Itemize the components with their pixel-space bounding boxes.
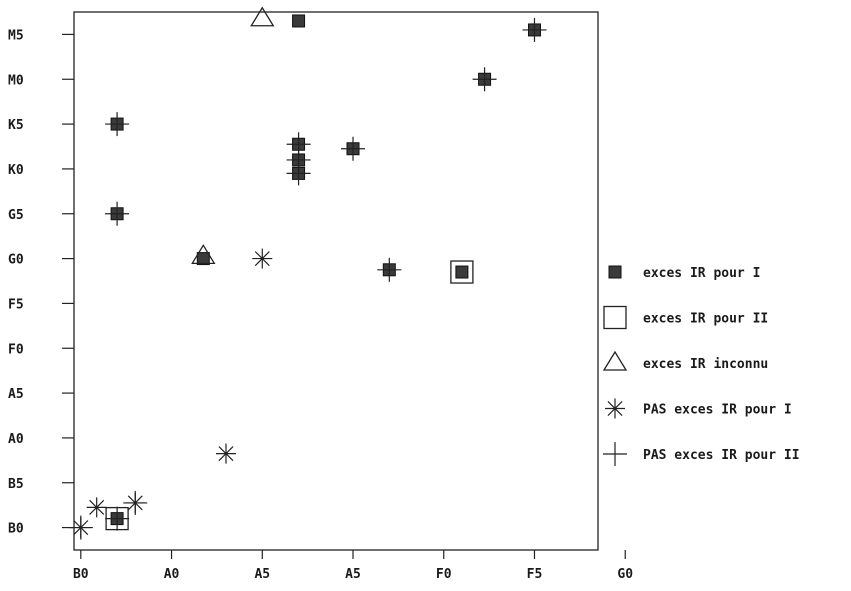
x-tick-label: G0 xyxy=(617,567,633,582)
x-tick-label: A5 xyxy=(345,567,361,582)
point-series-2-0 xyxy=(250,6,275,27)
legend-label-2: exces IR inconnu xyxy=(643,357,768,372)
x-tick-label: F5 xyxy=(527,567,543,582)
y-axis: B0 B5 A0 A5 F0 F5 G0 G5 K0 K5 M0 M5 xyxy=(8,28,74,537)
legend: exces IR pour I exces IR pour II exces IR … xyxy=(602,265,800,466)
y-tick-label: M5 xyxy=(8,28,24,43)
point-series-2-1 xyxy=(191,244,216,264)
point-series-4-9 xyxy=(377,257,402,282)
legend-symbol-0 xyxy=(608,265,622,279)
y-tick-label: K0 xyxy=(8,163,24,178)
y-tick-label: M0 xyxy=(8,73,24,88)
point-series-1-1 xyxy=(450,260,474,284)
point-series-4-2 xyxy=(123,490,148,515)
y-tick-label: G5 xyxy=(8,208,24,223)
legend-label-4: PAS exces IR pour II xyxy=(643,448,800,463)
plot-frame xyxy=(73,11,599,551)
y-tick-label: B0 xyxy=(8,522,24,537)
point-series-4-1 xyxy=(105,506,130,531)
legend-symbol-4 xyxy=(603,442,627,466)
point-series-0-12 xyxy=(196,252,210,266)
legend-symbol-3 xyxy=(605,398,625,419)
legend-symbol-2 xyxy=(602,350,628,371)
y-tick-label: B5 xyxy=(8,477,24,492)
legend-label-1: exces IR pour II xyxy=(643,312,768,327)
point-series-3-4 xyxy=(252,248,273,269)
legend-label-0: exces IR pour I xyxy=(643,266,760,281)
point-series-4-0 xyxy=(68,515,93,540)
point-series-3-1 xyxy=(86,497,107,518)
point-series-0-6 xyxy=(292,14,306,28)
point-series-4-4 xyxy=(105,112,130,137)
point-series-4-3 xyxy=(105,201,130,226)
point-series-4-10 xyxy=(472,67,497,92)
y-tick-label: F0 xyxy=(8,342,24,357)
y-tick-label: F5 xyxy=(8,297,24,312)
x-tick-label: F0 xyxy=(436,567,452,582)
legend-label-3: PAS exces IR pour I xyxy=(643,403,792,418)
point-series-4-7 xyxy=(286,132,311,157)
point-series-0-11 xyxy=(455,265,469,279)
point-series-4-11 xyxy=(522,17,547,42)
point-series-3-3 xyxy=(215,443,236,464)
legend-symbol-1 xyxy=(603,305,627,330)
y-tick-label: A5 xyxy=(8,387,24,402)
x-tick-label: A0 xyxy=(164,567,180,582)
y-tick-label: G0 xyxy=(8,253,24,268)
x-axis: B0 A0 A5 A5 F0 F5 G0 xyxy=(73,550,633,582)
data-marks xyxy=(68,6,547,540)
x-tick-label: A5 xyxy=(254,567,270,582)
point-series-4-8 xyxy=(341,136,366,161)
x-tick-label: B0 xyxy=(73,567,89,582)
y-tick-label: A0 xyxy=(8,432,24,447)
y-tick-label: K5 xyxy=(8,118,24,133)
